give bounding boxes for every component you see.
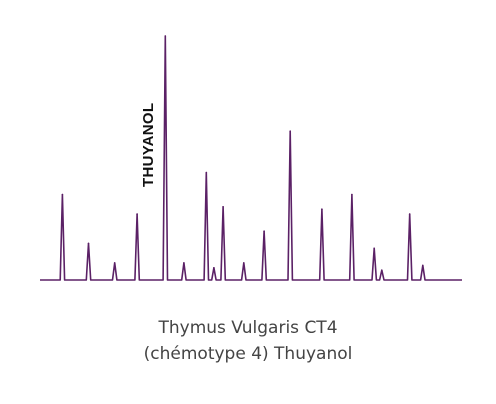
peak-5: [164, 35, 167, 37]
peak-7: [205, 171, 208, 174]
peak-11: [263, 230, 265, 232]
peak-1: [61, 193, 64, 196]
peak-14: [351, 193, 353, 196]
peak-15: [373, 247, 376, 250]
peak-8: [213, 267, 215, 269]
peak-label-thuyanol: THUYANOL: [140, 103, 157, 187]
peak-4: [136, 213, 138, 215]
peak-16: [381, 269, 383, 272]
peak-3: [113, 262, 116, 264]
peak-18: [422, 264, 424, 267]
peak-10: [243, 262, 245, 264]
peak-17: [408, 213, 411, 215]
peak-12: [289, 130, 292, 132]
chart-caption-title: Thymus Vulgaris CT4: [158, 318, 338, 338]
peak-13: [321, 208, 323, 210]
chromatogram-trace: [40, 35, 462, 281]
peak-2: [87, 242, 90, 245]
peak-9: [222, 206, 224, 208]
chart-caption-subtitle: (chémotype 4) Thuyanol: [143, 344, 353, 364]
peak-6: [183, 262, 185, 264]
